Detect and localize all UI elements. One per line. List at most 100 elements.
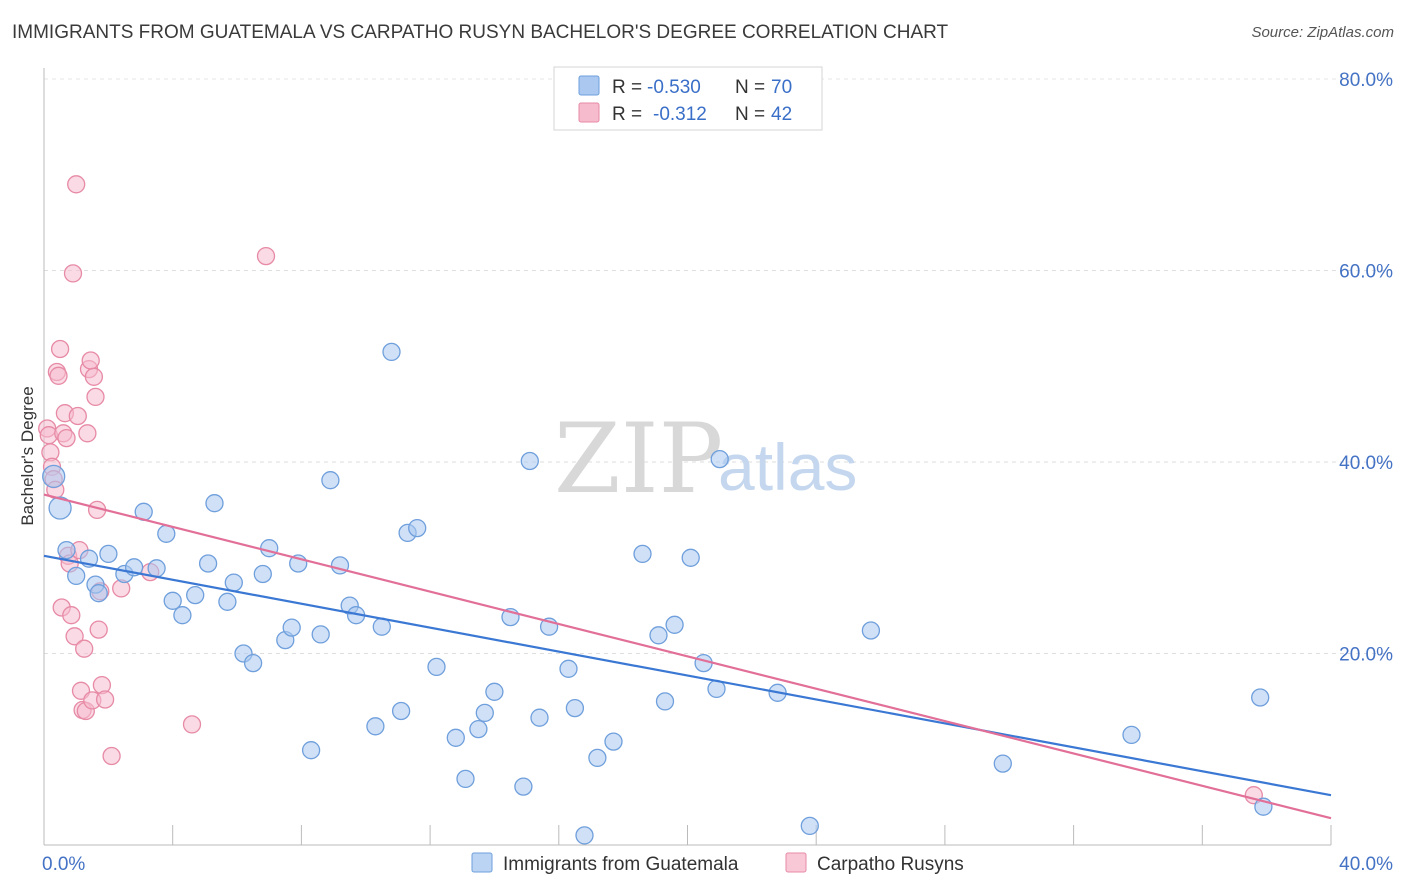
point-guatemala-48 bbox=[530, 708, 549, 727]
point-rusyn-23 bbox=[75, 639, 94, 658]
point-guatemala-44 bbox=[485, 682, 504, 701]
point-guatemala-28 bbox=[301, 741, 321, 760]
point-guatemala-40 bbox=[446, 728, 465, 747]
point-rusyn-15 bbox=[62, 606, 81, 625]
point-rusyn-8 bbox=[50, 339, 70, 359]
y-tick-label-3: 80.0% bbox=[1339, 70, 1393, 91]
legend-r-label-guatemala: R = bbox=[612, 77, 642, 98]
point-rusyn-32 bbox=[89, 620, 108, 639]
legend-r-value-rusyn: -0.312 bbox=[653, 104, 707, 125]
series-legend-label-rusyn: Carpatho Rusyns bbox=[817, 854, 964, 875]
point-rusyn-7 bbox=[49, 366, 68, 385]
point-guatemala-15 bbox=[186, 585, 205, 605]
point-guatemala-43 bbox=[475, 703, 494, 723]
point-guatemala-29 bbox=[321, 471, 340, 490]
y-tick-label-0: 20.0% bbox=[1339, 645, 1393, 666]
point-guatemala-16 bbox=[198, 554, 218, 573]
point-guatemala-36 bbox=[391, 701, 411, 721]
tick-labels: 20.0% 40.0% 60.0% 80.0% 0.0% 40.0% bbox=[42, 70, 1393, 875]
point-rusyn-16 bbox=[63, 264, 83, 283]
point-guatemala-2 bbox=[57, 540, 76, 560]
point-guatemala-21 bbox=[243, 653, 263, 673]
stats-legend: R = -0.530 N = 70 R = -0.312 N = 42 bbox=[553, 66, 823, 131]
legend-n-label-guatemala: N = bbox=[735, 77, 765, 98]
point-guatemala-11 bbox=[147, 559, 166, 578]
data-points bbox=[38, 175, 1273, 845]
point-guatemala-66 bbox=[993, 754, 1012, 773]
x-tick-label-0: 0.0% bbox=[42, 854, 85, 875]
trend-line-rusyn bbox=[43, 493, 1332, 820]
point-guatemala-22 bbox=[253, 564, 272, 584]
point-rusyn-12 bbox=[57, 428, 76, 448]
grid-lines bbox=[44, 78, 1395, 654]
trend-lines bbox=[43, 493, 1332, 820]
legend-n-label-rusyn: N = bbox=[735, 104, 765, 125]
point-guatemala-58 bbox=[665, 615, 684, 634]
legend-r-label-rusyn: R = bbox=[612, 104, 642, 125]
point-rusyn-36 bbox=[102, 746, 121, 766]
legend-r-value-guatemala: -0.530 bbox=[647, 77, 701, 98]
point-guatemala-39 bbox=[427, 657, 446, 677]
point-guatemala-51 bbox=[565, 698, 585, 718]
point-guatemala-47 bbox=[520, 451, 539, 471]
legend-n-value-rusyn: 42 bbox=[771, 104, 792, 125]
point-guatemala-14 bbox=[173, 606, 192, 625]
legend-n-value-guatemala: 70 bbox=[771, 77, 792, 98]
point-guatemala-19 bbox=[224, 573, 243, 592]
axes bbox=[43, 68, 1332, 846]
point-guatemala-13 bbox=[163, 591, 182, 610]
point-guatemala-60 bbox=[694, 653, 713, 673]
legend-swatch-rusyn bbox=[578, 102, 600, 123]
point-guatemala-56 bbox=[649, 626, 668, 645]
point-rusyn-25 bbox=[78, 424, 97, 443]
point-guatemala-42 bbox=[469, 719, 488, 739]
point-guatemala-25 bbox=[282, 618, 301, 637]
point-guatemala-59 bbox=[681, 548, 700, 567]
point-guatemala-55 bbox=[633, 544, 652, 564]
trend-line-guatemala bbox=[43, 554, 1332, 797]
point-guatemala-3 bbox=[67, 566, 86, 586]
point-guatemala-6 bbox=[89, 584, 108, 603]
series-legend: Immigrants from Guatemala Carpatho Rusyn… bbox=[471, 852, 964, 875]
point-guatemala-38 bbox=[408, 518, 427, 538]
point-guatemala-53 bbox=[588, 748, 607, 768]
point-rusyn-30 bbox=[86, 387, 105, 407]
point-guatemala-18 bbox=[218, 592, 237, 611]
point-guatemala-1 bbox=[48, 496, 72, 520]
series-legend-label-guatemala: Immigrants from Guatemala bbox=[503, 854, 739, 875]
point-guatemala-68 bbox=[1251, 688, 1270, 707]
point-guatemala-64 bbox=[800, 816, 819, 836]
point-guatemala-52 bbox=[575, 826, 594, 845]
point-rusyn-39 bbox=[182, 715, 202, 734]
point-guatemala-33 bbox=[366, 717, 385, 736]
watermark: ZIP atlas bbox=[554, 403, 857, 515]
source-label: Source: ZipAtlas.com bbox=[1251, 24, 1394, 41]
point-guatemala-62 bbox=[710, 449, 729, 469]
watermark-zip: ZIP bbox=[554, 403, 723, 515]
point-guatemala-46 bbox=[514, 777, 533, 796]
point-guatemala-35 bbox=[382, 342, 401, 362]
legend-swatch-guatemala bbox=[578, 75, 600, 96]
point-rusyn-27 bbox=[81, 351, 100, 370]
chart-title: IMMIGRANTS FROM GUATEMALA VS CARPATHO RU… bbox=[12, 22, 949, 43]
point-guatemala-41 bbox=[456, 769, 475, 789]
point-rusyn-18 bbox=[67, 175, 86, 194]
point-rusyn-19 bbox=[68, 406, 87, 426]
point-guatemala-0 bbox=[42, 464, 66, 489]
point-guatemala-7 bbox=[99, 544, 118, 564]
point-guatemala-67 bbox=[1122, 725, 1141, 745]
point-guatemala-54 bbox=[604, 732, 623, 751]
point-guatemala-50 bbox=[559, 659, 578, 678]
point-rusyn-35 bbox=[95, 690, 115, 709]
series-legend-swatch-guatemala bbox=[471, 852, 493, 873]
point-guatemala-17 bbox=[205, 494, 224, 513]
point-guatemala-27 bbox=[311, 625, 330, 644]
y-tick-label-2: 60.0% bbox=[1339, 262, 1393, 283]
series-legend-swatch-rusyn bbox=[785, 852, 807, 873]
y-tick-label-1: 40.0% bbox=[1339, 453, 1393, 474]
point-guatemala-23 bbox=[260, 539, 279, 558]
x-tick-label-1: 40.0% bbox=[1339, 854, 1393, 875]
point-rusyn-29 bbox=[84, 367, 104, 386]
y-axis-label: Bachelor's Degree bbox=[18, 386, 37, 525]
